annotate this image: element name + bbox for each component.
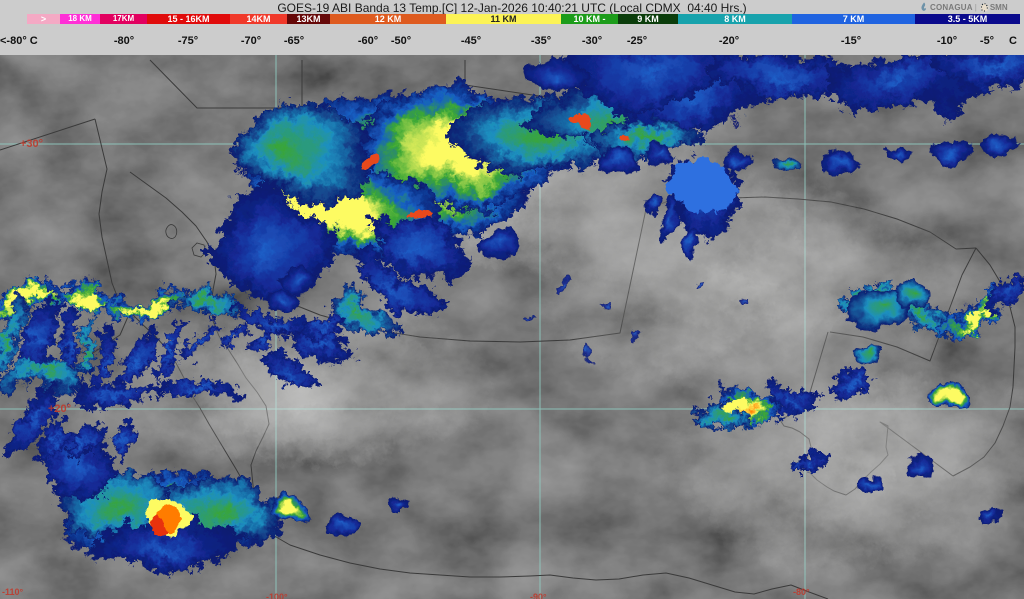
svg-text:-110°: -110° (2, 587, 24, 597)
svg-text:+30°: +30° (20, 138, 43, 150)
svg-text:+20°: +20° (48, 403, 71, 415)
svg-text:-100°: -100° (266, 592, 288, 599)
svg-text:-90°: -90° (530, 592, 547, 599)
svg-text:-80°: -80° (793, 587, 810, 597)
